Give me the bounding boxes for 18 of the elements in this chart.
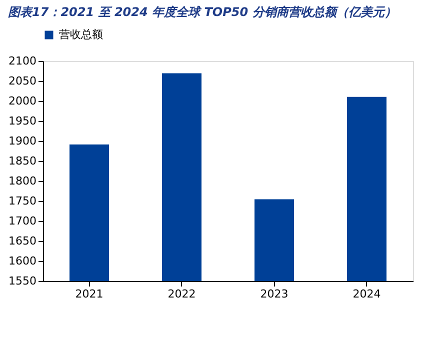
y-tick-label: 1750 <box>8 194 36 208</box>
x-tick-label: 2023 <box>260 288 288 300</box>
y-tick-label: 2000 <box>8 94 36 108</box>
y-tick-label: 1950 <box>8 114 36 128</box>
chart-title: 图表17：2021 至 2024 年度全球 TOP50 分销商营收总额（亿美元） <box>8 5 396 19</box>
x-tick-label: 2021 <box>75 288 104 300</box>
y-tick-label: 2100 <box>8 54 36 68</box>
y-tick-label: 1700 <box>8 214 36 228</box>
y-tick-label: 2050 <box>8 74 36 88</box>
legend-label: 营收总额 <box>59 28 103 41</box>
x-tick-label: 2024 <box>352 288 381 300</box>
y-tick-label: 1850 <box>8 154 36 168</box>
y-tick-label: 1900 <box>8 134 36 148</box>
y-tick-label: 1650 <box>8 234 36 248</box>
x-tick-label: 2022 <box>168 288 196 300</box>
y-tick-label: 1550 <box>8 274 36 288</box>
y-tick-label: 1600 <box>8 254 36 268</box>
y-tick-label: 1800 <box>8 174 36 188</box>
